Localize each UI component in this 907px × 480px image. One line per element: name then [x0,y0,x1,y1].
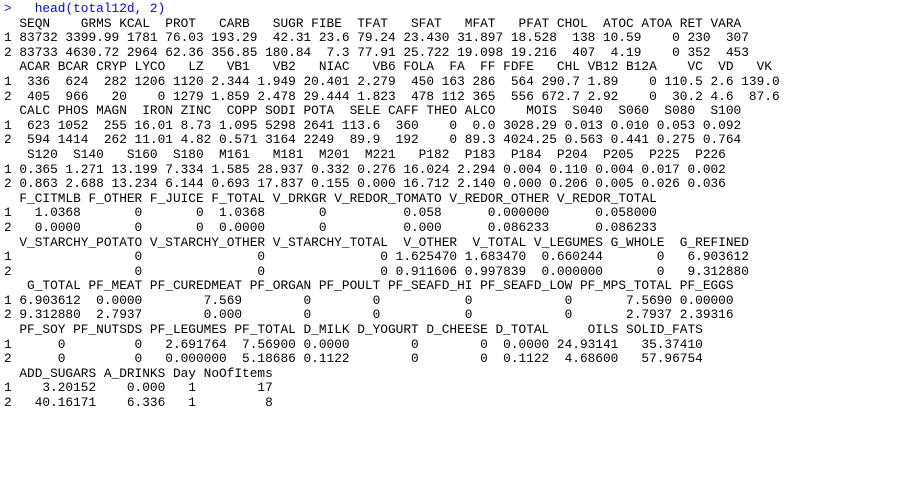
console-output: SEQN GRMS KCAL PROT CARB SUGR FIBE TFAT … [4,15,907,411]
output-line: 1 0 0 2.691764 7.56900 0.0000 0 0 0.0000… [4,336,703,352]
console-prompt: > [4,1,12,16]
output-line: 2 9.312880 2.7937 0.000 0 0 0 0 2.7937 2… [4,307,734,323]
output-line: 1 3.20152 0.000 1 17 [4,380,273,396]
output-line: 2 594 1414 262 11.01 4.82 0.571 3164 224… [4,132,742,148]
command-line[interactable]: > head(total12d, 2) [4,1,907,17]
output-line: 1 623 1052 255 16.01 8.73 1.095 5298 264… [4,117,742,133]
output-line: 1 6.903612 0.0000 7.569 0 0 0 0 7.5690 0… [4,292,734,308]
output-line: CALC PHOS MAGN IRON ZINC COPP SODI POTA … [4,103,742,119]
output-line: ADD_SUGARS A_DRINKS Day NoOfItems [4,365,273,381]
output-line: 2 0.0000 0 0 0.0000 0 0.000 0.086233 0.0… [4,219,657,235]
output-line: 2 0 0 0 0.911606 0.997839 0.000000 0 9.3… [4,263,749,279]
output-line: ACAR BCAR CRYP LYCO LZ VB1 VB2 NIAC VB6 … [4,59,772,75]
output-line: SEQN GRMS KCAL PROT CARB SUGR FIBE TFAT … [4,15,742,31]
output-line: 2 83733 4630.72 2964 62.36 356.85 180.84… [4,44,749,60]
output-line: 1 1.0368 0 0 1.0368 0 0.058 0.000000 0.0… [4,205,657,221]
output-line: S120 S140 S160 S180 M161 M181 M201 M221 … [4,146,726,162]
output-line: V_STARCHY_POTATO V_STARCHY_OTHER V_STARC… [4,234,749,250]
output-line: PF_SOY PF_NUTSDS PF_LEGUMES PF_TOTAL D_M… [4,322,703,338]
output-line: 1 83732 3399.99 1781 76.03 193.29 42.31 … [4,30,749,46]
output-line: 1 336 624 282 1206 1120 2.344 1.949 20.4… [4,73,780,89]
output-line: F_CITMLB F_OTHER F_JUICE F_TOTAL V_DRKGR… [4,190,657,206]
output-line: 2 0 0 0.000000 5.18686 0.1122 0 0 0.1122… [4,351,703,367]
console-command[interactable]: head(total12d, 2) [34,1,166,16]
output-line: 1 0.365 1.271 13.199 7.334 1.585 28.937 … [4,161,726,177]
output-line: 2 0.863 2.688 13.234 6.144 0.693 17.837 … [4,176,726,192]
output-line: G_TOTAL PF_MEAT PF_CUREDMEAT PF_ORGAN PF… [4,278,734,294]
output-line: 1 0 0 0 1.625470 1.683470 0.660244 0 6.9… [4,249,749,265]
output-line: 2 405 966 20 0 1279 1.859 2.478 29.444 1… [4,88,780,104]
output-line: 2 40.16171 6.336 1 8 [4,395,273,411]
